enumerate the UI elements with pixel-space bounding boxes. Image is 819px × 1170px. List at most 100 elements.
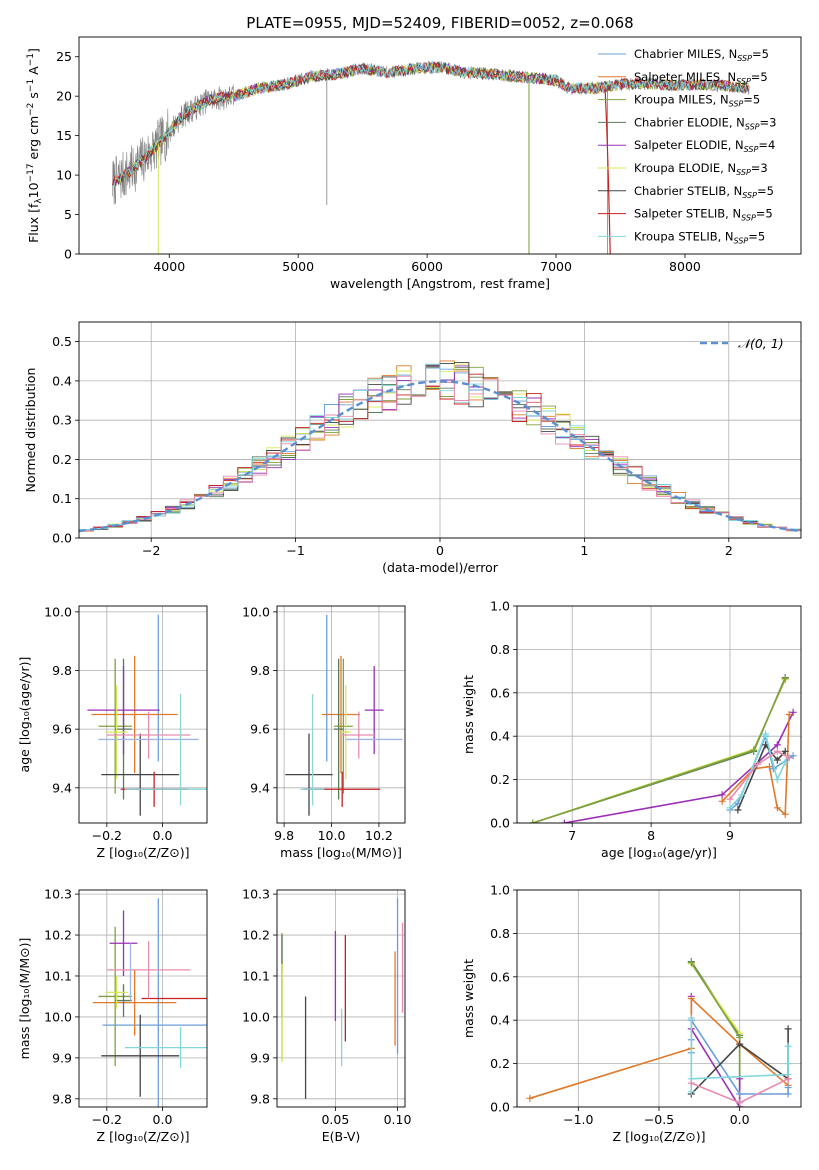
y-tick-label: 0.4 xyxy=(490,1013,510,1028)
y-tick-label: 10.3 xyxy=(44,887,72,902)
point-marker xyxy=(781,810,789,818)
plot-area xyxy=(281,898,404,1099)
y-tick-label: 0.4 xyxy=(52,373,72,388)
y-tick-label: 10 xyxy=(56,168,72,183)
point-marker xyxy=(784,1025,792,1033)
axes-frame xyxy=(276,605,406,824)
x-tick-label: 9.8 xyxy=(274,828,294,843)
point-marker xyxy=(789,708,797,716)
point-marker xyxy=(781,758,789,766)
x-tick-label: 5000 xyxy=(282,259,314,274)
point-marker xyxy=(687,959,695,967)
y-tick-label: 0.5 xyxy=(52,334,72,349)
series-line xyxy=(737,743,786,811)
legend-label: Kroupa STELIB, NSSP=5 xyxy=(634,229,765,245)
plot-area xyxy=(92,898,207,1107)
y-tick-label: 0.2 xyxy=(52,452,72,467)
model-spectrum xyxy=(112,62,749,188)
x-tick-label: 1 xyxy=(580,543,588,558)
point-marker xyxy=(734,806,742,814)
axes-frame xyxy=(78,36,802,255)
point-marker xyxy=(750,746,758,754)
axes-frame xyxy=(78,605,208,824)
legend-label: Salpeter STELIB, NSSP=5 xyxy=(634,207,773,223)
point-marker xyxy=(784,1060,792,1068)
grid xyxy=(517,605,801,824)
point-marker xyxy=(762,730,769,738)
point-marker xyxy=(784,1090,792,1098)
y-tick-label: 9.8 xyxy=(250,663,270,678)
y-tick-label: 10.2 xyxy=(242,928,270,943)
y-tick-label: 0.0 xyxy=(52,531,72,546)
x-tick-label: 9 xyxy=(726,828,734,843)
panels: 4000 5000 6000 7000 80000510152025wavelength… xyxy=(17,36,802,1144)
point-marker xyxy=(736,1034,744,1042)
y-axis-label: Normed distribution xyxy=(23,368,38,493)
series-line xyxy=(729,733,794,811)
axes-frame xyxy=(276,889,406,1108)
series-line xyxy=(564,711,794,823)
y-tick-label: 5 xyxy=(64,207,72,222)
plot-area xyxy=(112,60,750,254)
y-tick-label: 9.8 xyxy=(52,663,72,678)
point-marker xyxy=(736,1099,744,1107)
x-axis-label: mass [log₁₀(M/M⊙)] xyxy=(280,845,402,860)
point-marker xyxy=(773,804,781,812)
x-tick-label: 0.10 xyxy=(384,1112,412,1127)
y-axis-label: mass [log₁₀(M/M⊙)] xyxy=(17,938,32,1060)
y-tick-label: 0.3 xyxy=(52,413,72,428)
x-axis-label: E(B-V) xyxy=(322,1129,361,1144)
x-tick-label: 7 xyxy=(568,828,576,843)
plot-area xyxy=(87,614,207,816)
x-tick-label: 4000 xyxy=(153,259,185,274)
y-tick-label: 0.2 xyxy=(490,1056,510,1071)
point-marker xyxy=(773,747,781,755)
point-marker xyxy=(736,1040,744,1048)
x-tick-label: −1 xyxy=(286,543,304,558)
plot-area xyxy=(529,674,797,823)
legend-label: Chabrier STELIB, NSSP=5 xyxy=(634,184,774,200)
legend-label: Chabrier ELODIE, NSSP=3 xyxy=(634,115,776,131)
legend-label: Kroupa ELODIE, NSSP=3 xyxy=(634,161,768,177)
y-tick-label: 10.3 xyxy=(242,887,270,902)
y-tick-label: 10.0 xyxy=(44,1009,72,1024)
series-line xyxy=(532,677,786,823)
y-tick-label: 10.0 xyxy=(242,1009,270,1024)
x-tick-label: 0.05 xyxy=(321,1112,349,1127)
point-marker xyxy=(718,791,726,799)
y-tick-label: 0.8 xyxy=(490,642,510,657)
y-tick-label: 1.0 xyxy=(490,599,510,614)
series-line xyxy=(721,714,790,816)
age-vs-mass-panel: 9.8 10.0 10.2 9.4 9.6 9.8 10.0 mass [log₁₀(M/M⊙… xyxy=(242,604,406,860)
axes-frame xyxy=(516,605,802,824)
y-tick-label: 0.2 xyxy=(490,772,510,787)
x-tick-label: −0.5 xyxy=(644,1112,674,1127)
y-tick-label: 9.6 xyxy=(52,722,72,737)
x-axis-label: Z [log₁₀(Z/Z⊙)] xyxy=(97,1129,190,1144)
legend-label: 𝒩(0, 1) xyxy=(738,336,784,351)
y-tick-label: 0.0 xyxy=(490,816,510,831)
y-axis-label: Flux [fλ10−17 erg cm−2 s−1 A−1] xyxy=(26,48,44,243)
y-tick-label: 0.8 xyxy=(490,926,510,941)
y-tick-label: 9.6 xyxy=(250,722,270,737)
point-marker xyxy=(718,797,726,805)
y-tick-label: 10.1 xyxy=(44,968,72,983)
y-tick-label: 9.9 xyxy=(52,1050,72,1065)
point-marker xyxy=(773,776,781,784)
histogram-series xyxy=(79,363,801,534)
y-tick-label: 1.0 xyxy=(490,883,510,898)
y-axis-label: mass weight xyxy=(461,675,476,754)
legend-label: Kroupa MILES, NSSP=5 xyxy=(634,93,760,109)
x-tick-label: −0.2 xyxy=(92,828,122,843)
point-marker xyxy=(784,1042,792,1050)
x-axis-label: (data-model)/error xyxy=(382,560,499,575)
x-tick-label: 2 xyxy=(725,543,733,558)
y-tick-label: 9.4 xyxy=(250,780,270,795)
point-marker xyxy=(789,752,797,760)
y-tick-label: 10.0 xyxy=(242,604,270,619)
gaussian-curve xyxy=(79,380,801,533)
x-tick-label: −1.0 xyxy=(563,1112,593,1127)
legend: Chabrier MILES, NSSP=5 Salpeter MILES, NS… xyxy=(598,47,776,245)
point-marker xyxy=(785,754,793,762)
